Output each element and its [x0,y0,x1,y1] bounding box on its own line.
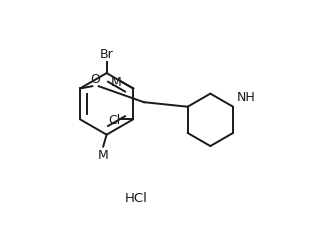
Text: HCl: HCl [125,191,148,204]
Text: Br: Br [100,48,113,61]
Text: Cl: Cl [108,113,120,126]
Text: NH: NH [237,90,256,103]
Text: M: M [111,76,121,89]
Text: O: O [91,72,100,85]
Text: M: M [98,148,108,161]
